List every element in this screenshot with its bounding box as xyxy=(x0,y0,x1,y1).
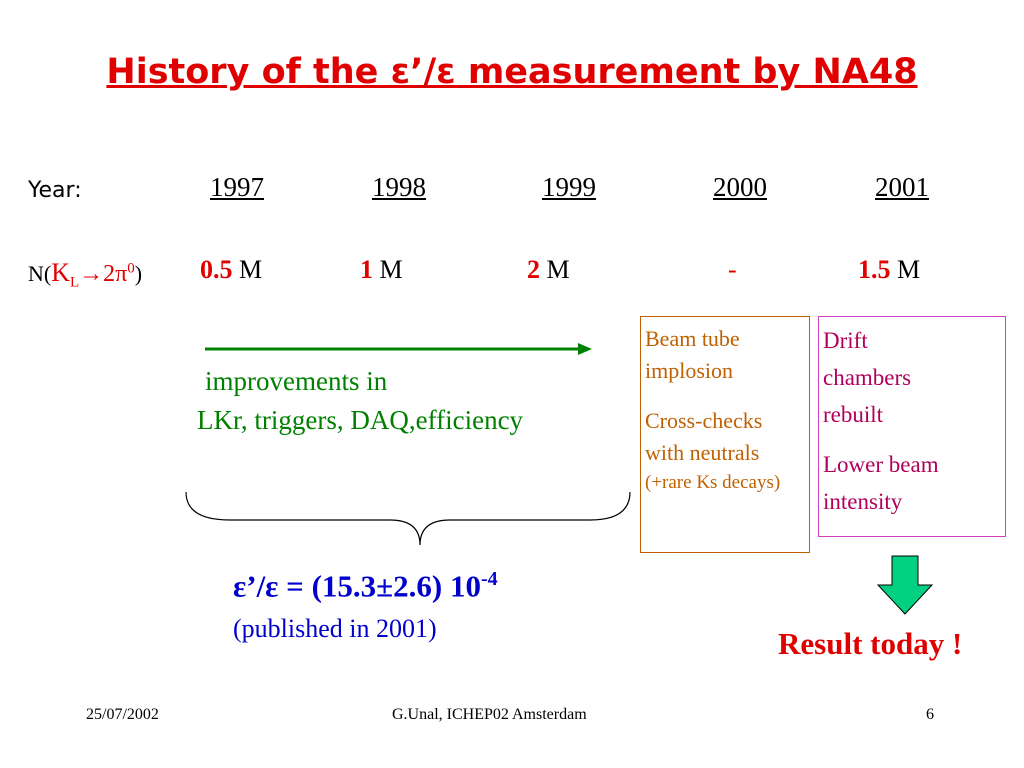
text: 2 xyxy=(527,255,540,284)
text: Cross-checks with neutrals xyxy=(645,407,763,465)
count: 2 M xyxy=(527,255,570,285)
text: M xyxy=(239,255,263,284)
text: N( xyxy=(28,261,52,286)
footer-page: 6 xyxy=(926,706,934,723)
text: (+rare Ks decays) xyxy=(645,471,781,493)
count: 1.5 M xyxy=(858,255,920,285)
result-today: Result today ! xyxy=(778,626,963,661)
footer-date: 25/07/2002 xyxy=(86,706,159,723)
result-note: (published in 2001) xyxy=(233,614,437,643)
count-label: N(KL→2π0) xyxy=(28,258,142,291)
footer-author: G.Unal, ICHEP02 Amsterdam xyxy=(392,706,587,723)
count: - xyxy=(728,255,737,284)
arrow-head xyxy=(578,343,592,355)
text: ε’/ε = (15.3±2.6) 10 xyxy=(233,568,481,604)
count: 0.5 M xyxy=(200,255,262,285)
box-2000: Beam tube implosion Cross-checks with ne… xyxy=(640,316,810,553)
text: 0.5 xyxy=(200,255,233,284)
text: Drift chambers rebuilt xyxy=(823,328,912,427)
year: 1997 xyxy=(210,172,264,202)
text: -4 xyxy=(481,568,498,590)
year: 2000 xyxy=(713,172,767,202)
box-2001: Drift chambers rebuilt Lower beam intens… xyxy=(818,316,1006,537)
year: 1999 xyxy=(542,172,596,202)
slide-title: History of the ε’/ε measurement by NA48 xyxy=(106,52,918,92)
down-arrow xyxy=(876,555,934,615)
improvements-text: improvements in xyxy=(205,366,388,396)
text: M xyxy=(379,255,403,284)
text: M xyxy=(546,255,570,284)
text: 1 xyxy=(360,255,373,284)
count: 1 M xyxy=(360,255,403,285)
text: 0 xyxy=(127,260,135,277)
text: K xyxy=(51,258,70,287)
text: L xyxy=(70,274,80,291)
year-label: Year: xyxy=(28,178,82,203)
text: Beam tube implosion xyxy=(645,326,740,383)
result-formula: ε’/ε = (15.3±2.6) 10-4 xyxy=(233,568,498,604)
year: 2001 xyxy=(875,172,929,202)
improvements-text: LKr, triggers, DAQ,efficiency xyxy=(197,405,524,435)
text: ) xyxy=(134,261,143,286)
brace xyxy=(185,491,631,546)
text: M xyxy=(897,255,921,284)
text: Lower beam intensity xyxy=(823,452,939,515)
year: 1998 xyxy=(372,172,426,202)
text: 1.5 xyxy=(858,255,891,284)
text: →2π xyxy=(79,261,128,287)
